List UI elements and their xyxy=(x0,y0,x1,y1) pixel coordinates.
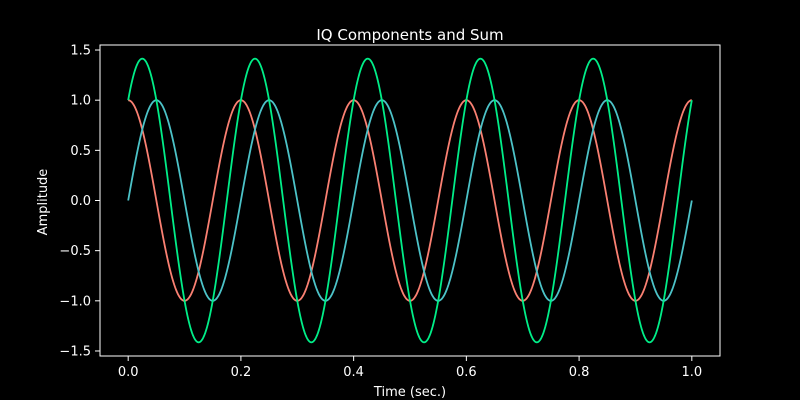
plot-area xyxy=(127,57,693,344)
x-tick-label: 1.0 xyxy=(681,365,702,380)
x-tick-label: 0.0 xyxy=(118,365,139,380)
x-axis-label: Time (sec.) xyxy=(373,385,446,400)
x-tick-label: 0.8 xyxy=(569,365,590,380)
series-line-2 xyxy=(127,57,693,344)
series-line-1 xyxy=(127,99,693,302)
x-axis: 0.0 0.2 0.4 0.6 0.8 1.0 xyxy=(118,356,702,380)
y-axis: −1.5 −1.0 −0.5 0.0 0.5 1.0 1.5 xyxy=(59,44,100,359)
y-tick-label: −1.5 xyxy=(59,344,91,359)
y-tick-label: 1.5 xyxy=(70,44,91,59)
x-tick-label: 0.4 xyxy=(343,365,364,380)
y-tick-label: −1.0 xyxy=(59,294,91,309)
x-tick-label: 0.2 xyxy=(231,365,252,380)
x-tick-label: 0.6 xyxy=(456,365,477,380)
y-tick-label: −0.5 xyxy=(59,244,91,259)
y-tick-label: 0.0 xyxy=(70,194,91,209)
y-axis-label: Amplitude xyxy=(36,169,51,236)
y-tick-label: 0.5 xyxy=(70,144,91,159)
y-tick-label: 1.0 xyxy=(70,94,91,109)
chart-title: IQ Components and Sum xyxy=(316,26,503,44)
